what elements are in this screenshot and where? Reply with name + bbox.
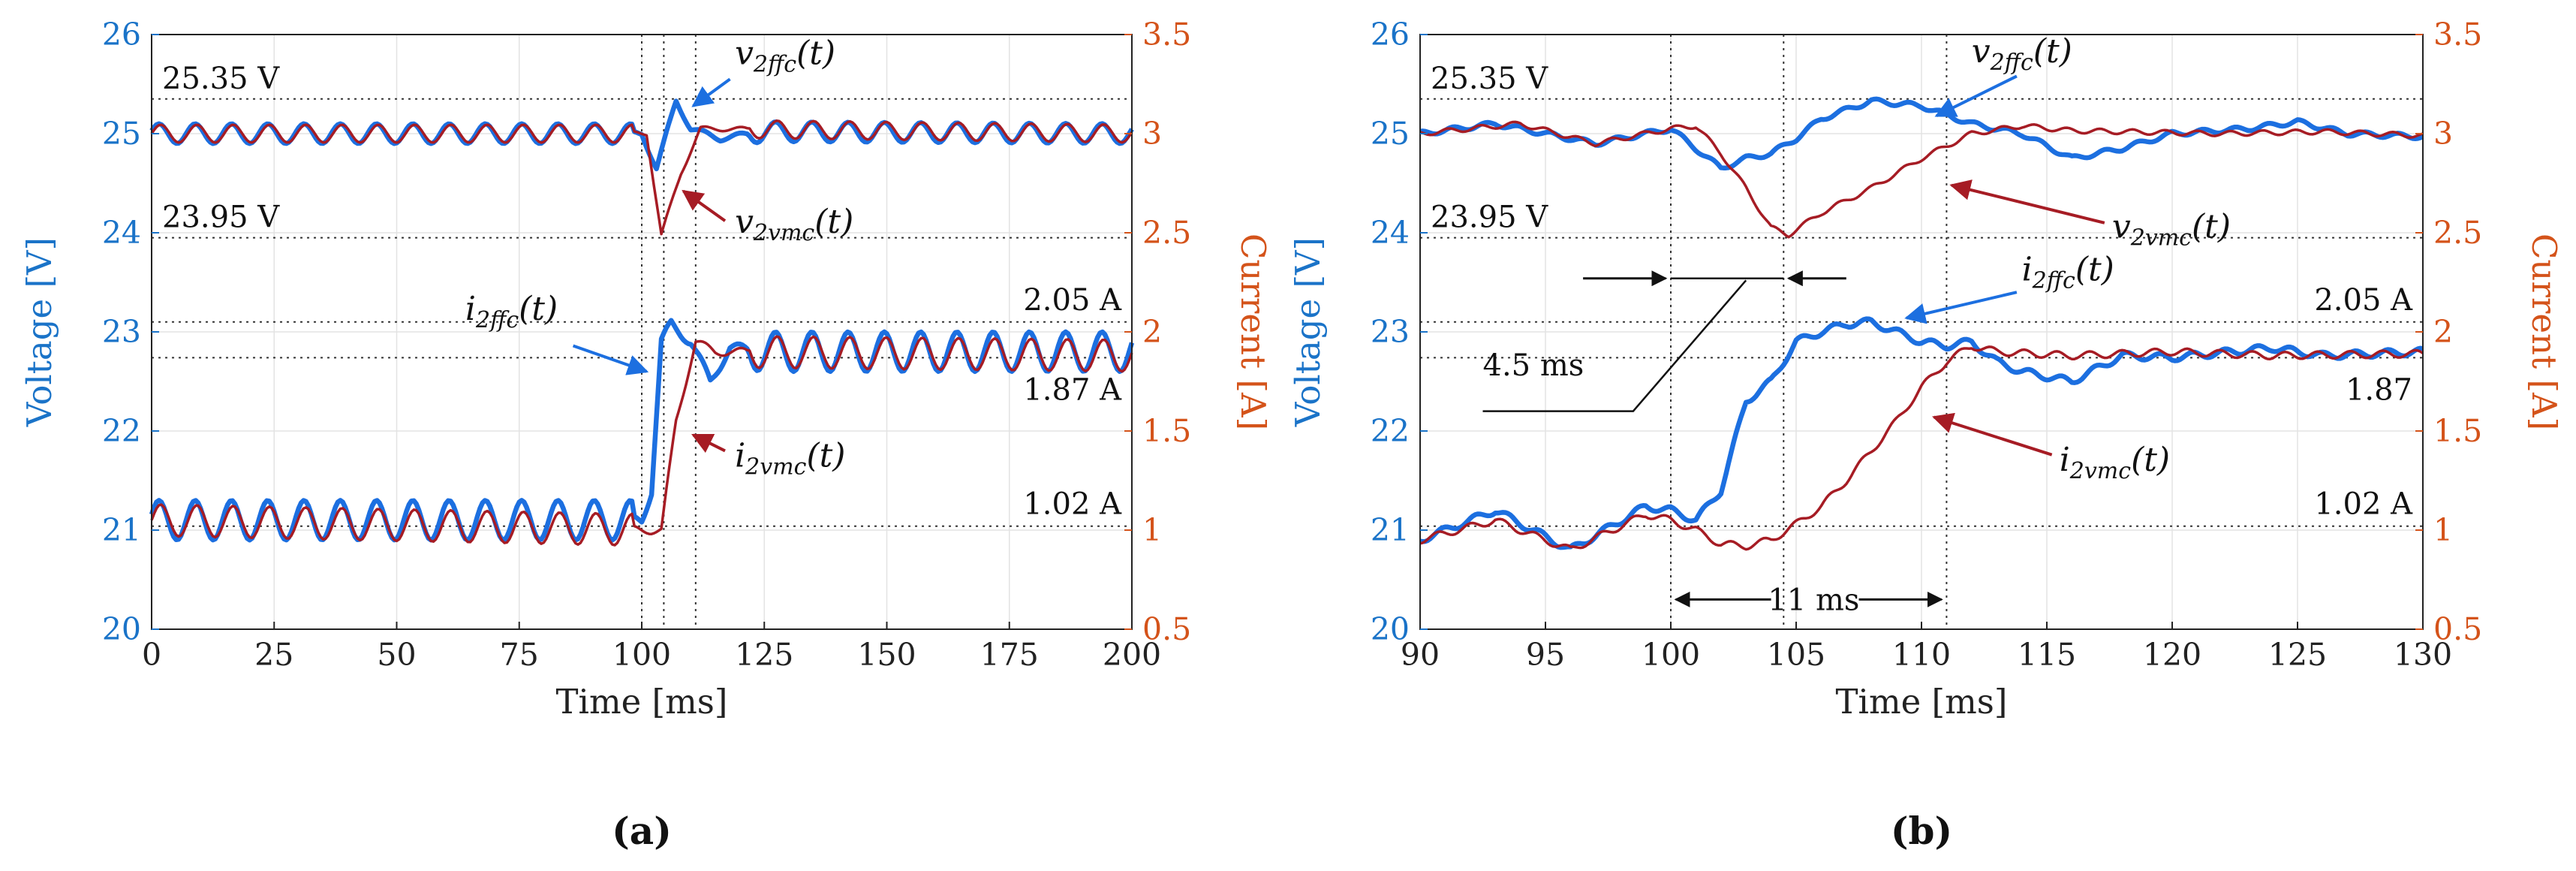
arrow-v2vmc (682, 189, 727, 222)
x-tick-label: 125 (2268, 637, 2327, 673)
y2-tick-label: 0.5 (1142, 611, 1191, 647)
ref-label-1-87: 1.87 (2346, 372, 2412, 407)
x-tick-label: 175 (980, 637, 1039, 673)
ref-label-1-87: 1.87 A (1023, 372, 1122, 407)
y-tick-label: 22 (1371, 413, 1410, 449)
label-i2ffc: i2ffc(t) (465, 290, 558, 333)
y2-tick-label: 2 (2433, 314, 2453, 350)
y2-tick-label: 0.5 (2433, 611, 2482, 647)
label-v2ffc: v2ffc(t) (1972, 32, 2072, 76)
ref-label-23-95: 23.95 V (1431, 200, 1548, 235)
y2-tick-label: 2 (1142, 314, 1162, 350)
arrow-i2vmc (1932, 412, 2053, 457)
x-tick-label: 130 (2394, 637, 2452, 673)
x-tick-label: 120 (2143, 637, 2201, 673)
label-i2ffc: i2ffc(t) (2022, 250, 2114, 294)
y-tick-label: 23 (102, 314, 141, 350)
arrow-i2ffc (572, 344, 649, 375)
y2-tick-label: 1 (1142, 512, 1162, 548)
arrow-i2vmc (691, 433, 726, 454)
series-i2vmct (1419, 345, 2424, 551)
series-v2vmct (1419, 120, 2424, 239)
y2-tick-label: 2.5 (2433, 215, 2482, 251)
arrow-v2ffc (1934, 74, 2018, 118)
panel-label: (b) (1891, 809, 1952, 853)
y-tick-label: 24 (1371, 215, 1410, 251)
x-tick-label: 90 (1401, 637, 1440, 673)
annotations: 25.35 V 23.95 V 2.05 A 1.87 A 1.02 A v2ffc(t)… (162, 35, 1122, 522)
interval-leader (1482, 279, 1747, 412)
panel-label: (a) (612, 809, 672, 853)
ref-label-1-02: 1.02 A (2314, 487, 2413, 522)
y-tick-label: 22 (102, 413, 141, 449)
ticks: 90 95 100 105 110 115 120 125 130202122232425260… (1371, 17, 2482, 673)
label-v2vmc: v2vmc(t) (735, 203, 853, 246)
y-tick-label: 23 (1371, 314, 1410, 350)
y-tick-label: 20 (102, 611, 141, 647)
y-tick-label: 24 (102, 215, 141, 251)
annotations: 25.35 V 23.95 V 2.05 A 1.87 1.02 A v2ffc(t) v2… (1431, 32, 2413, 617)
x-axis-label: Time [ms] (1836, 682, 2008, 722)
y2-tick-label: 3 (2433, 116, 2453, 152)
series-v2vmct (150, 119, 1133, 236)
y2-tick-label: 3.5 (1142, 17, 1191, 53)
arrow-v2ffc (691, 77, 731, 107)
ref-label-2-05: 2.05 A (1023, 283, 1122, 318)
y-tick-label: 26 (102, 17, 141, 53)
y-tick-label: 21 (1371, 512, 1410, 548)
ref-label-25-35: 25.35 V (162, 62, 280, 96)
y2-tick-label: 2.5 (1142, 215, 1191, 251)
y-tick-label: 26 (1371, 17, 1410, 53)
ref-label-23-95: 23.95 V (162, 200, 280, 235)
arrow-v2vmc (1949, 179, 2105, 225)
panel-b: 90 95 100 105 110 115 120 125 130202122232425260… (1288, 17, 2564, 853)
label-i2vmc: i2vmc(t) (2060, 441, 2170, 484)
ref-label-2-05: 2.05 A (2314, 283, 2413, 318)
y2-axis-label: Current [A] (2524, 234, 2564, 430)
y2-axis-label: Current [A] (1233, 234, 1273, 430)
ref-label-25-35: 25.35 V (1431, 62, 1548, 96)
x-tick-label: 50 (377, 637, 416, 673)
series-i2vmct (150, 335, 1133, 547)
series (1419, 96, 2424, 551)
y-axis-label: Voltage [V] (20, 237, 59, 427)
y-tick-label: 25 (1371, 116, 1410, 152)
y2-tick-label: 1.5 (2433, 413, 2482, 449)
x-tick-label: 95 (1526, 637, 1565, 673)
interval-label-4-5ms: 4.5 ms (1483, 348, 1584, 383)
label-v2ffc: v2ffc(t) (735, 35, 835, 78)
ticks: 0 25 50 75 100 125 150 175 200202122232425260.51… (102, 17, 1191, 673)
y-tick-label: 20 (1371, 611, 1410, 647)
y2-tick-label: 3.5 (2433, 17, 2482, 53)
y2-tick-label: 1 (2433, 512, 2453, 548)
y2-tick-label: 3 (1142, 116, 1162, 152)
x-tick-label: 115 (2018, 637, 2076, 673)
x-tick-label: 105 (1767, 637, 1825, 673)
y2-tick-label: 1.5 (1142, 413, 1191, 449)
x-tick-label: 110 (1892, 637, 1951, 673)
x-tick-label: 25 (254, 637, 293, 673)
panel-a: 0 25 50 75 100 125 150 175 200202122232425260.51… (20, 17, 1273, 853)
y-axis-label: Voltage [V] (1288, 237, 1328, 427)
x-axis-label: Time [ms] (556, 682, 728, 722)
x-tick-label: 100 (612, 637, 671, 673)
x-tick-label: 150 (857, 637, 916, 673)
label-i2vmc: i2vmc(t) (735, 437, 845, 481)
y-tick-label: 25 (102, 116, 141, 152)
arrow-i2ffc (1904, 291, 2018, 324)
x-tick-label: 125 (735, 637, 793, 673)
x-tick-label: 200 (1103, 637, 1161, 673)
x-tick-label: 0 (142, 637, 161, 673)
y-tick-label: 21 (102, 512, 141, 548)
series (149, 98, 1135, 547)
x-tick-label: 75 (500, 637, 539, 673)
ref-label-1-02: 1.02 A (1023, 487, 1122, 522)
label-v2vmc: v2vmc(t) (2112, 208, 2231, 252)
interval-label-11ms: 11 ms (1768, 583, 1859, 617)
x-tick-label: 100 (1642, 637, 1700, 673)
